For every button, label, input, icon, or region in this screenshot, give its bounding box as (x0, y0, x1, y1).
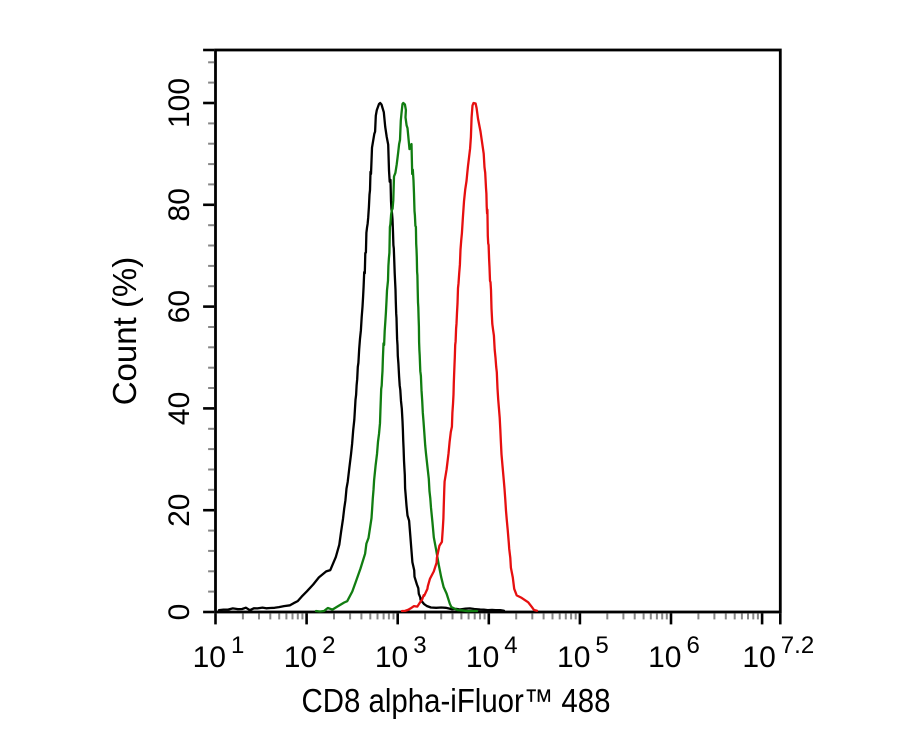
svg-text:100: 100 (163, 78, 196, 128)
svg-text:0: 0 (163, 604, 196, 621)
svg-text:20: 20 (163, 494, 196, 527)
svg-text:Count (%): Count (%) (106, 257, 143, 406)
svg-text:60: 60 (163, 290, 196, 323)
svg-text:40: 40 (163, 392, 196, 425)
svg-text:80: 80 (163, 188, 196, 221)
svg-text:CD8 alpha-iFluor™ 488: CD8 alpha-iFluor™ 488 (302, 682, 611, 719)
